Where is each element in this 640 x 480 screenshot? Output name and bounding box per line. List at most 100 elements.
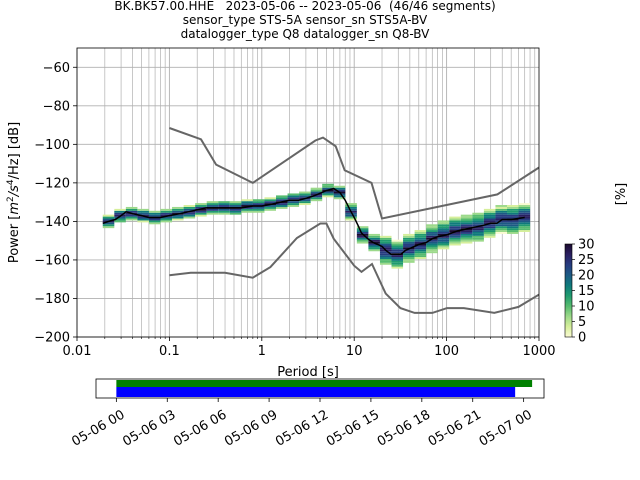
colorbar-label: [%] xyxy=(614,183,629,206)
histogram-cell xyxy=(310,189,323,192)
histogram-cell xyxy=(472,230,484,232)
histogram-cell xyxy=(495,226,508,229)
y-axis-label: Power [m2/s4/Hz] [dB] xyxy=(6,122,22,263)
histogram-cell xyxy=(218,203,230,206)
histogram-cell xyxy=(368,237,380,240)
histogram-cell xyxy=(241,206,253,209)
histogram-cell xyxy=(460,214,473,217)
histogram-cell xyxy=(229,201,242,204)
histogram-cell xyxy=(148,218,161,221)
histogram-cell xyxy=(160,208,173,211)
histogram-cell xyxy=(507,231,519,234)
histogram-cell xyxy=(437,230,450,232)
histogram-cell xyxy=(183,212,196,215)
histogram-cell xyxy=(345,216,357,219)
histogram-cell xyxy=(264,201,277,204)
histogram-cell xyxy=(437,235,450,238)
histogram-cell xyxy=(148,214,161,217)
histogram-cell xyxy=(472,235,484,238)
histogram-cell xyxy=(287,197,300,200)
timeline-bar-data-available xyxy=(116,380,533,387)
histogram-cell xyxy=(368,235,380,238)
histogram-cell xyxy=(518,205,531,207)
histogram-cell xyxy=(507,220,519,223)
histogram-cell xyxy=(507,208,519,211)
psd-histogram xyxy=(102,183,531,269)
histogram-cell xyxy=(426,249,438,252)
histogram-cell xyxy=(322,187,334,190)
histogram-cell xyxy=(437,222,450,225)
histogram-cell xyxy=(414,235,427,238)
histogram-cell xyxy=(403,253,415,256)
histogram-cell xyxy=(252,203,265,206)
histogram-cell xyxy=(379,251,392,254)
histogram-cell xyxy=(183,205,196,207)
histogram-cell xyxy=(322,193,334,196)
timeline-tick-label: 05-06 09 xyxy=(222,407,280,449)
histogram-cell xyxy=(125,214,138,217)
histogram-cell xyxy=(437,245,450,248)
histogram-cell xyxy=(379,260,392,263)
histogram-cell xyxy=(241,203,253,206)
histogram-cell xyxy=(414,255,427,258)
histogram-cell xyxy=(403,243,415,246)
histogram-cell xyxy=(310,191,323,194)
y-tick-label: −160 xyxy=(34,253,70,268)
histogram-cell xyxy=(114,212,126,215)
histogram-cell xyxy=(252,208,265,211)
histogram-cell xyxy=(218,201,230,204)
histogram-cell xyxy=(379,253,392,256)
histogram-cell xyxy=(426,241,438,244)
histogram-cell xyxy=(229,208,242,211)
histogram-cell xyxy=(414,249,427,252)
histogram-cell xyxy=(368,247,380,250)
histogram-cell xyxy=(426,247,438,250)
histogram-cell xyxy=(299,199,311,202)
timeline-bar-psd-segments-used xyxy=(116,387,516,397)
title-line-2: sensor_type STS-5A sensor_sn STS5A-BV xyxy=(182,13,428,27)
y-tick-label: −80 xyxy=(43,99,70,114)
histogram-cell xyxy=(148,222,161,225)
histogram-cell xyxy=(495,216,508,219)
histogram-cell xyxy=(449,241,461,244)
histogram-cell xyxy=(518,208,531,211)
histogram-cell xyxy=(437,247,450,250)
histogram-cell xyxy=(460,216,473,219)
histogram-cell xyxy=(229,212,242,215)
histogram-cell xyxy=(322,185,334,188)
histogram-cell xyxy=(495,224,508,227)
histogram-cell xyxy=(518,210,531,213)
histogram-cell xyxy=(391,251,404,254)
histogram-cell xyxy=(472,222,484,225)
histogram-cell xyxy=(518,228,531,231)
x-tick-label: 100 xyxy=(434,344,459,359)
histogram-cell xyxy=(356,235,369,238)
histogram-cell xyxy=(368,243,380,246)
histogram-cell xyxy=(483,231,496,234)
histogram-cell xyxy=(483,210,496,213)
histogram-cell xyxy=(299,195,311,198)
histogram-cell xyxy=(495,222,508,225)
timeline-tick-label: 05-06 18 xyxy=(375,407,433,449)
histogram-cell xyxy=(160,218,173,221)
histogram-cell xyxy=(379,245,392,248)
histogram-cell xyxy=(102,214,115,217)
histogram-cell xyxy=(472,239,484,242)
histogram-cell xyxy=(449,226,461,229)
histogram-cell xyxy=(507,214,519,217)
histogram-cell xyxy=(437,224,450,227)
histogram-cell xyxy=(125,208,138,211)
histogram-cell xyxy=(483,233,496,236)
histogram-cell xyxy=(276,206,288,209)
histogram-cell xyxy=(472,226,484,229)
histogram-cell xyxy=(391,266,404,269)
histogram-cell xyxy=(183,208,196,211)
histogram-cell xyxy=(264,206,277,209)
histogram-cell xyxy=(345,203,357,206)
histogram-cell xyxy=(218,205,230,207)
histogram-cell xyxy=(310,199,323,202)
histogram-cell xyxy=(252,199,265,202)
histogram-cell xyxy=(241,199,253,202)
histogram-cell xyxy=(449,235,461,238)
histogram-cell xyxy=(449,224,461,227)
